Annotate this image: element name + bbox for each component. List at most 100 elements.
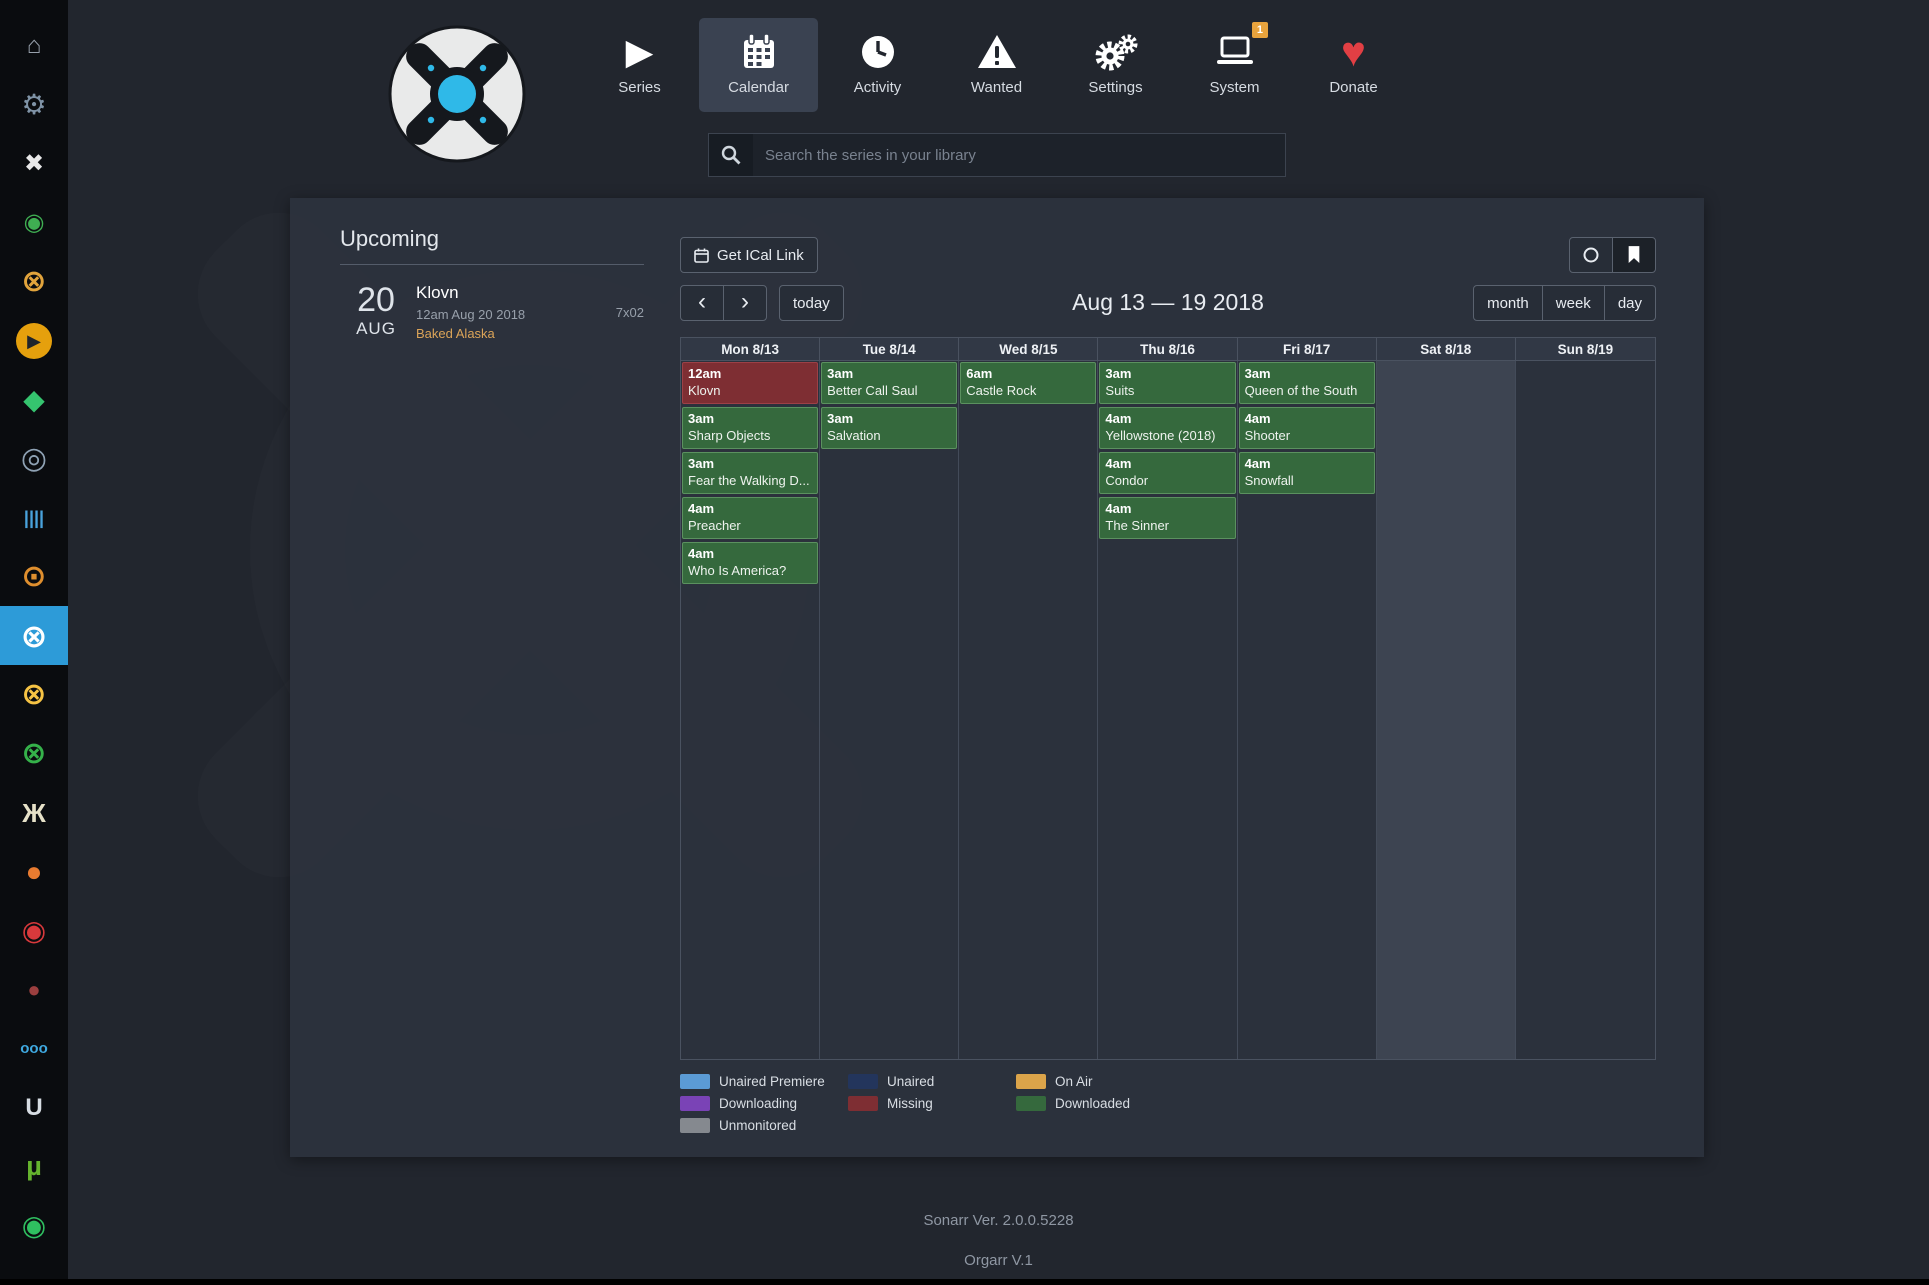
calendar-legend: Unaired Premiere Unaired On Air Downloading… [680, 1074, 1656, 1133]
nav-settings[interactable]: Settings [1056, 18, 1175, 112]
app-red-cluster-glyph: ● [27, 976, 41, 1002]
sidebar-app-sonarr-icon[interactable]: ⊗ [0, 606, 68, 665]
main-navigation: ▶ Series Calendar Activ [580, 18, 1413, 112]
calendar-day-header: Mon 8/13 [681, 338, 821, 361]
get-ical-link-button[interactable]: Get ICal Link [680, 237, 818, 273]
calendar-event[interactable]: 4am Who Is America? [682, 542, 819, 584]
sidebar-app-app-u-icon[interactable]: U [0, 1078, 68, 1137]
legend-label: On Air [1055, 1074, 1093, 1089]
nav-system[interactable]: 1 System [1175, 18, 1294, 112]
sidebar-app-home-icon[interactable]: ⌂ [0, 16, 68, 75]
sidebar-app-app-green-x-icon[interactable]: ⊗ [0, 724, 68, 783]
upcoming-event-episode-link[interactable]: Baked Alaska [416, 326, 495, 341]
upcoming-event-series: Klovn [416, 283, 459, 302]
sidebar-app-utorrent-icon[interactable]: µ [0, 1137, 68, 1196]
sidebar-app-app-green-diamond-icon[interactable]: ◆ [0, 370, 68, 429]
calendar-event[interactable]: 4am Preacher [682, 497, 819, 539]
sidebar-app-app-red-cluster-icon[interactable]: ● [0, 960, 68, 1019]
sidebar-app-organizr-icon[interactable]: ✖ [0, 134, 68, 193]
calendar-event[interactable]: 4am Yellowstone (2018) [1099, 407, 1236, 449]
clock-icon [859, 28, 897, 76]
upcoming-event-date: 20 AUG [340, 282, 412, 341]
legend-item: On Air [1016, 1074, 1184, 1089]
nav-series-label: Series [618, 79, 661, 96]
calendar-event[interactable]: 6am Castle Rock [960, 362, 1097, 404]
legend-swatch [680, 1096, 710, 1111]
nav-donate[interactable]: ♥ Donate [1294, 18, 1413, 112]
bottom-edge [0, 1279, 1929, 1285]
sidebar-app-jackett-search-icon[interactable]: ⊙ [0, 547, 68, 606]
gears-icon [1093, 28, 1139, 76]
event-title: The Sinner [1105, 518, 1170, 533]
unmonitored-toggle-button[interactable] [1569, 237, 1613, 273]
legend-item: Missing [848, 1096, 1016, 1111]
calendar-event[interactable]: 3am Suits [1099, 362, 1236, 404]
app-orange-disc-glyph: ● [25, 855, 43, 887]
sidebar-app-app-equalizer-icon[interactable]: |||| [0, 488, 68, 547]
calendar-day-column: 12am Klovn 3am Sharp Objects 3am Fear the Wal… [681, 361, 821, 1059]
app-equalizer-glyph: |||| [23, 507, 45, 528]
sidebar-app-app-crossed-sticks-icon[interactable]: Ж [0, 783, 68, 842]
calendar-event[interactable]: 3am Queen of the South [1238, 362, 1375, 404]
event-title: Preacher [688, 518, 741, 533]
view-month-button[interactable]: month [1473, 285, 1543, 321]
today-button[interactable]: today [779, 285, 844, 321]
legend-item: Unaired Premiere [680, 1074, 848, 1089]
legend-swatch [848, 1074, 878, 1089]
calendar-event[interactable]: 3am Sharp Objects [682, 407, 819, 449]
app-shield-glyph: ◉ [21, 914, 47, 946]
nav-activity[interactable]: Activity [818, 18, 937, 112]
nav-activity-label: Activity [853, 79, 902, 96]
event-title: Condor [1105, 473, 1149, 488]
calendar-day-header: Sun 8/19 [1515, 338, 1655, 361]
calendar-event[interactable]: 4am Shooter [1238, 407, 1375, 449]
calendar-prev-next: ‹ › [680, 285, 767, 321]
nav-series[interactable]: ▶ Series [580, 18, 699, 112]
legend-item: Unaired [848, 1074, 1016, 1089]
event-title: Fear the Walking D... [688, 473, 810, 488]
sidebar-app-app-dark-green-ring-icon[interactable]: ◉ [0, 1196, 68, 1255]
premieres-toggle-button[interactable] [1612, 237, 1656, 273]
sidebar-app-app-shield-icon[interactable]: ◉ [0, 901, 68, 960]
calendar-event[interactable]: 4am Condor [1099, 452, 1236, 494]
next-week-button[interactable]: › [723, 285, 767, 321]
library-search-input[interactable] [753, 134, 1285, 176]
calendar-event[interactable]: 3am Better Call Saul [821, 362, 958, 404]
calendar-event[interactable]: 3am Fear the Walking D... [682, 452, 819, 494]
sidebar-app-app-lens-icon[interactable]: ◎ [0, 429, 68, 488]
calendar-event[interactable]: 3am Salvation [821, 407, 958, 449]
event-time: 4am [1105, 501, 1132, 516]
event-title: Shooter [1244, 428, 1291, 443]
legend-swatch [680, 1074, 710, 1089]
sidebar-app-app-orange-disc-icon[interactable]: ● [0, 842, 68, 901]
home-glyph: ⌂ [26, 31, 42, 59]
legend-swatch [1016, 1074, 1046, 1089]
sidebar-app-app-orange-ring-icon[interactable]: ⊗ [0, 252, 68, 311]
utorrent-glyph: µ [26, 1151, 42, 1181]
upcoming-event-card[interactable]: 20 AUG Klovn 12am Aug 20 2018 Baked Alas… [340, 282, 644, 341]
sidebar-app-settings-gear-icon[interactable]: ⚙ [0, 75, 68, 134]
event-title: Salvation [827, 428, 881, 443]
calendar-event[interactable]: 4am Snowfall [1238, 452, 1375, 494]
view-week-button[interactable]: week [1541, 285, 1605, 321]
calendar-event[interactable]: 12am Klovn [682, 362, 819, 404]
sidebar-app-app-green-ring-icon[interactable]: ◉ [0, 193, 68, 252]
nav-wanted-label: Wanted [970, 79, 1023, 96]
sidebar-app-plex-icon[interactable]: ▶ [0, 311, 68, 370]
event-title: Queen of the South [1244, 383, 1358, 398]
event-time: 4am [1105, 411, 1132, 426]
view-day-button[interactable]: day [1603, 285, 1656, 321]
app-crossed-sticks-glyph: Ж [22, 797, 46, 828]
prev-week-button[interactable]: ‹ [680, 285, 724, 321]
nav-wanted[interactable]: Wanted [937, 18, 1056, 112]
legend-swatch [680, 1118, 710, 1133]
calendar-day-header: Fri 8/17 [1237, 338, 1377, 361]
event-time: 3am [827, 366, 854, 381]
calendar-header-row: Mon 8/13 Tue 8/14 Wed 8/15 Thu 8/16 Fri 8/17… [681, 338, 1655, 361]
sidebar-app-radarr-icon[interactable]: ⊗ [0, 665, 68, 724]
calendar-event[interactable]: 4am The Sinner [1099, 497, 1236, 539]
nav-calendar[interactable]: Calendar [699, 18, 818, 112]
library-search [708, 133, 1286, 177]
sidebar-app-app-ooo-icon[interactable]: ooo [0, 1019, 68, 1078]
